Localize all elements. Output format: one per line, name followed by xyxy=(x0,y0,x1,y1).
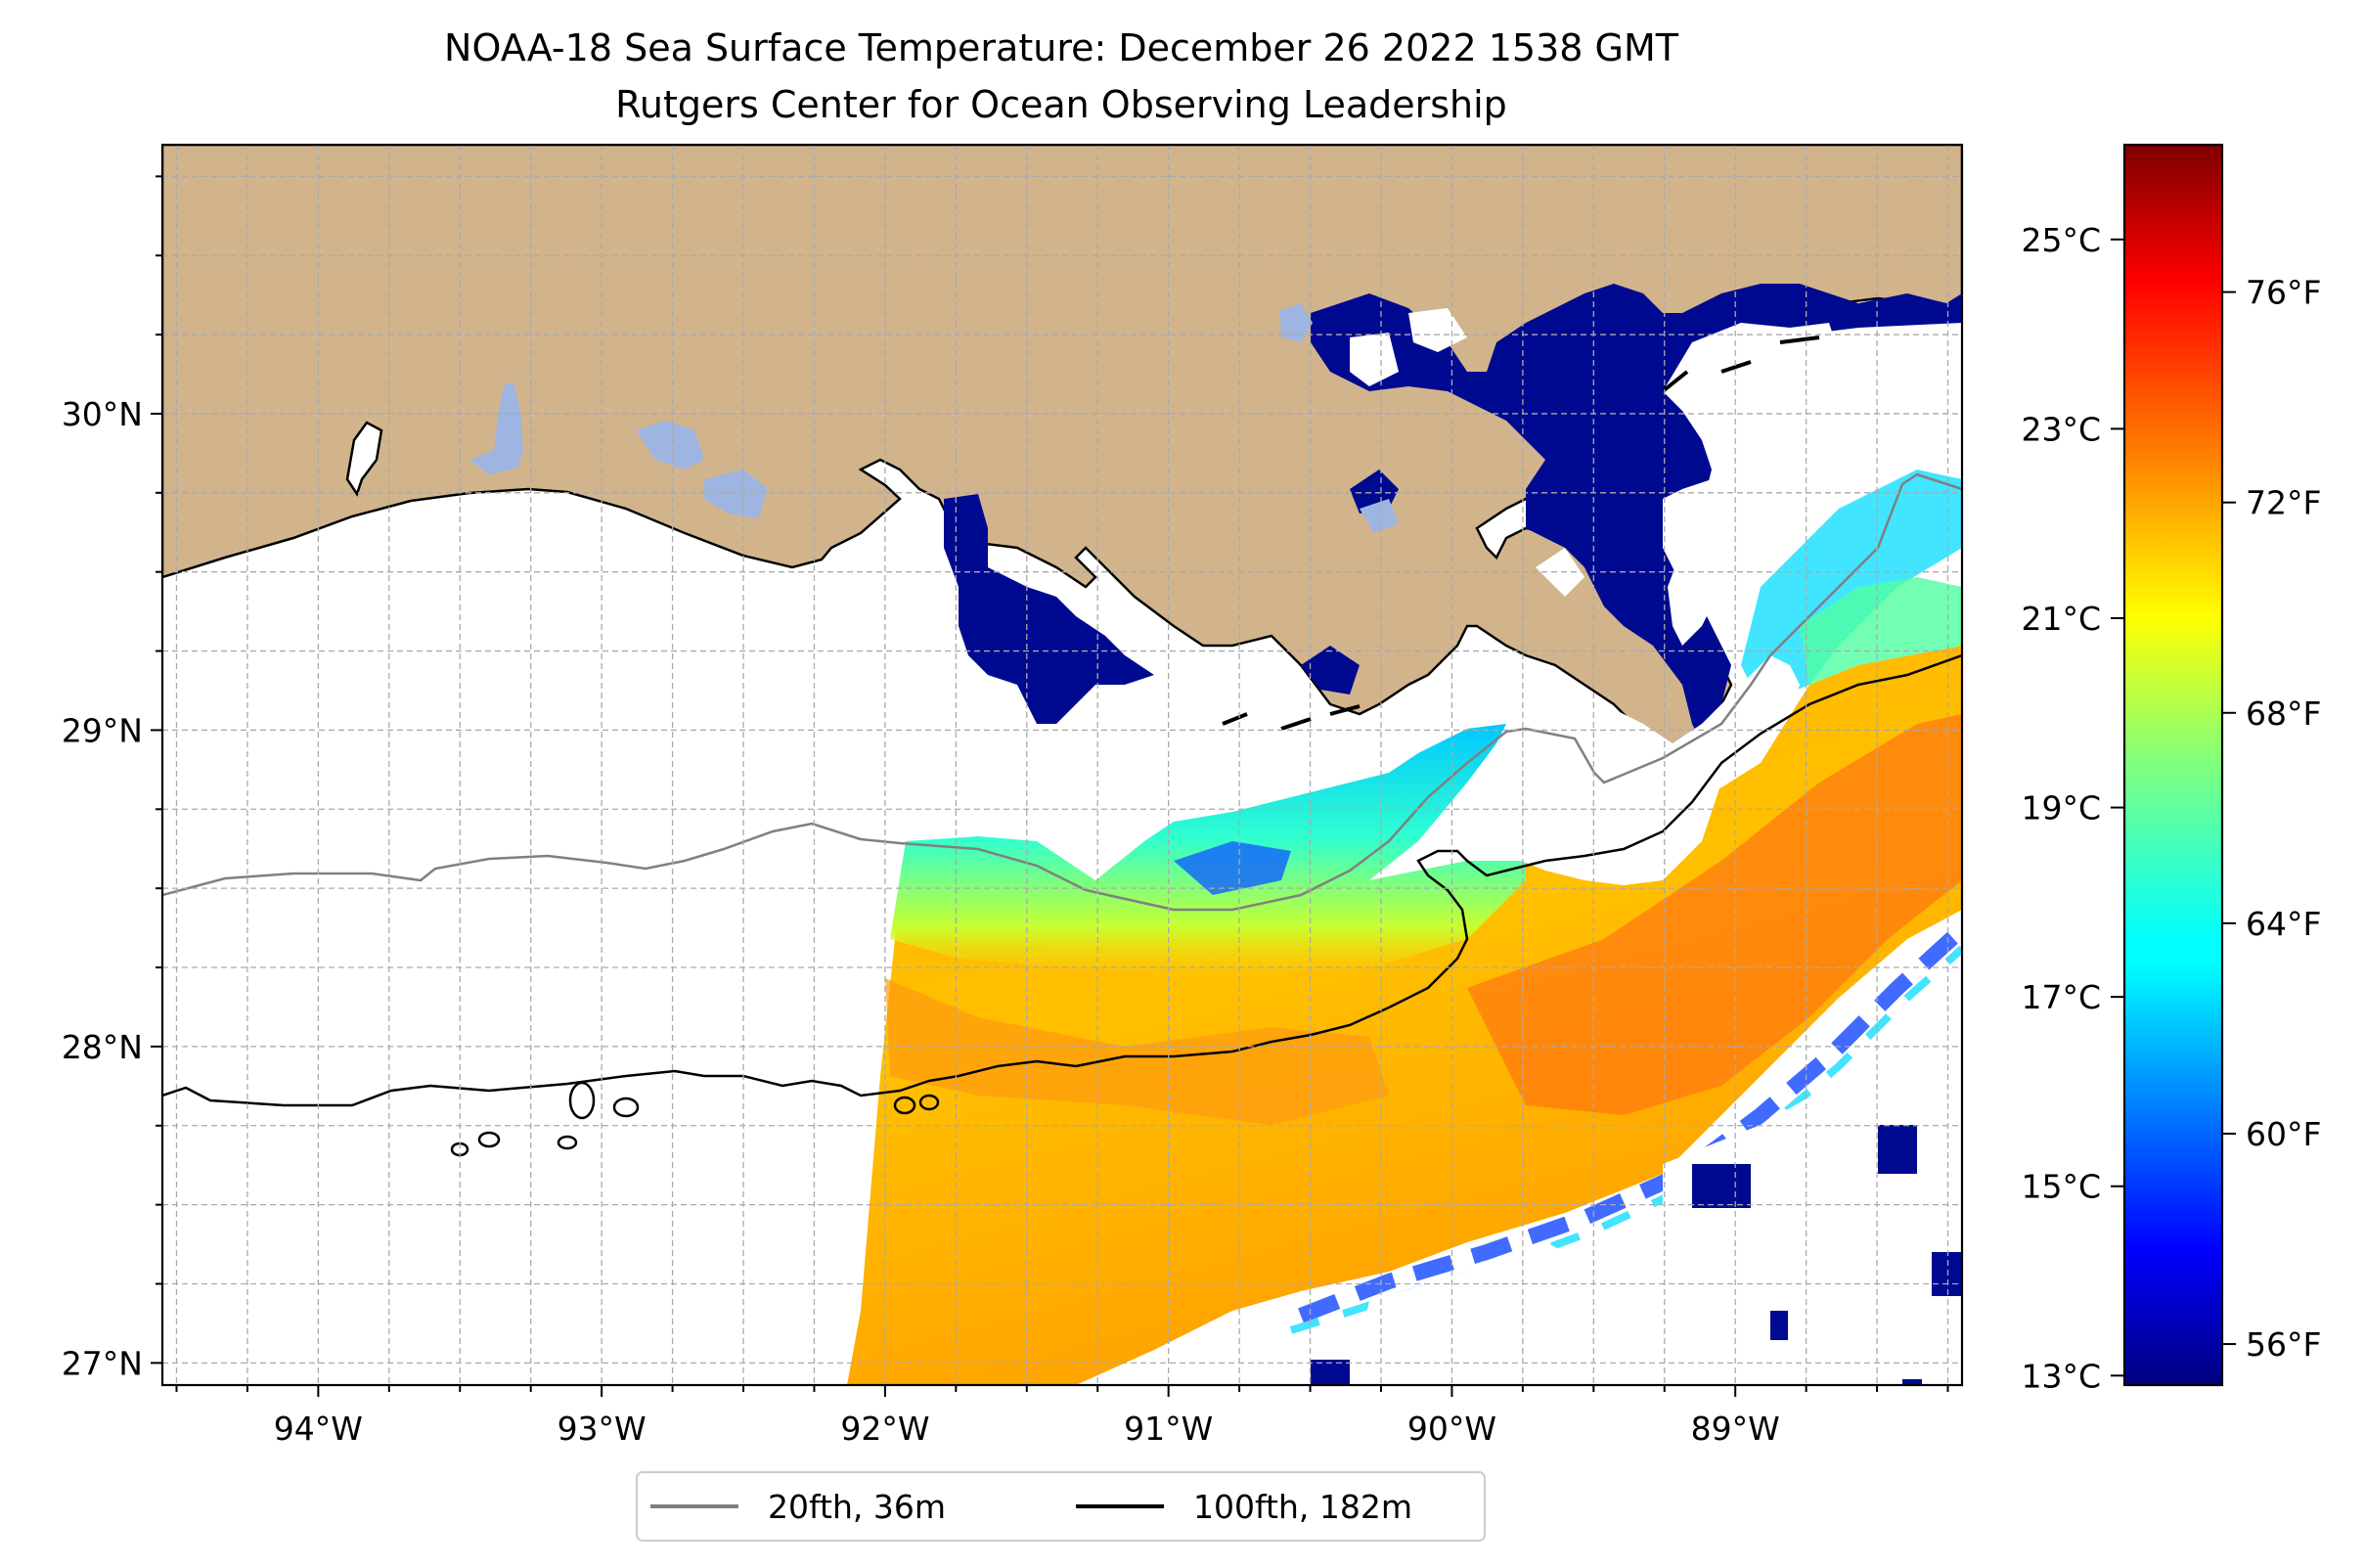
sst-cloud-edge xyxy=(1298,923,1962,1323)
fahrenheit-tick-label: 64°F xyxy=(2246,905,2321,943)
marsh-gaps xyxy=(1350,308,1839,646)
sst-green-east xyxy=(1800,577,1962,685)
lon-tick-label: 93°W xyxy=(558,1410,647,1448)
barrier-islands xyxy=(1222,336,1820,731)
lat-tick-label: 28°N xyxy=(62,1028,143,1066)
cloud-patch xyxy=(1663,988,1962,1385)
fahrenheit-tick-label: 72°F xyxy=(2246,484,2321,522)
celsius-tick-label: 19°C xyxy=(2021,789,2101,828)
legend: 20fth, 36m 100fth, 182m xyxy=(636,1471,1486,1542)
lon-tick-label: 89°W xyxy=(1691,1410,1780,1448)
lat-tick-label: 27°N xyxy=(62,1344,143,1382)
longitude-axis: 94°W 93°W 92°W 91°W 90°W 89°W xyxy=(175,1385,1949,1448)
chart-title: NOAA-18 Sea Surface Temperature: Decembe… xyxy=(444,26,1679,69)
legend-label-20fth: 20fth, 36m xyxy=(768,1488,946,1526)
fahrenheit-tick-label: 56°F xyxy=(2246,1325,2321,1364)
celsius-tick-label: 23°C xyxy=(2021,410,2101,448)
cold-patches xyxy=(1311,1125,1961,1385)
map-gridlines xyxy=(162,145,1962,1385)
celsius-tick-label: 21°C xyxy=(2021,600,2101,638)
colorbar-gradient xyxy=(2124,145,2222,1385)
lon-tick-label: 91°W xyxy=(1124,1410,1213,1448)
isobath-100fth xyxy=(162,653,1962,1107)
celsius-tick-label: 25°C xyxy=(2021,221,2101,259)
fahrenheit-tick-label: 76°F xyxy=(2246,274,2321,312)
lon-tick-label: 92°W xyxy=(840,1410,929,1448)
sst-blue-spot xyxy=(1174,841,1291,895)
legend-label-100fth: 100fth, 182m xyxy=(1193,1488,1412,1526)
celsius-tick-label: 17°C xyxy=(2021,978,2101,1016)
celsius-tick-label: 13°C xyxy=(2021,1357,2101,1395)
lon-tick-label: 90°W xyxy=(1407,1410,1496,1448)
fahrenheit-tick-label: 68°F xyxy=(2246,694,2321,733)
sst-cloud-edge-inner xyxy=(1289,946,1962,1334)
map-frame xyxy=(160,143,1964,1387)
map-area xyxy=(162,145,1962,1385)
cloud-patch xyxy=(1350,1242,1604,1385)
lat-tick-label: 29°N xyxy=(62,711,143,749)
celsius-tick-label: 15°C xyxy=(2021,1168,2101,1206)
latitude-axis: 30°N 29°N 28°N 27°N xyxy=(62,175,162,1382)
chart-subtitle: Rutgers Center for Ocean Observing Leade… xyxy=(615,83,1507,126)
inland-lakes xyxy=(469,303,1399,533)
isobath-20fth xyxy=(162,472,1962,912)
colorbar-fahrenheit-axis: 56°F 60°F 64°F 68°F 72°F 76°F xyxy=(2222,274,2321,1364)
fahrenheit-tick-label: 60°F xyxy=(2246,1115,2321,1153)
legend-box xyxy=(636,1471,1486,1542)
lon-tick-label: 94°W xyxy=(274,1410,363,1448)
colorbar-frame xyxy=(2122,143,2224,1387)
sst-hot-region xyxy=(1467,714,1962,1115)
sst-hot-region-west xyxy=(885,978,1389,1125)
colorbar-celsius-axis: 13°C 15°C 17°C 19°C 21°C 23°C 25°C xyxy=(2021,221,2124,1395)
lat-tick-label: 30°N xyxy=(62,395,143,433)
sst-cyan-east xyxy=(1741,470,1962,704)
sabine-lake xyxy=(345,421,383,497)
